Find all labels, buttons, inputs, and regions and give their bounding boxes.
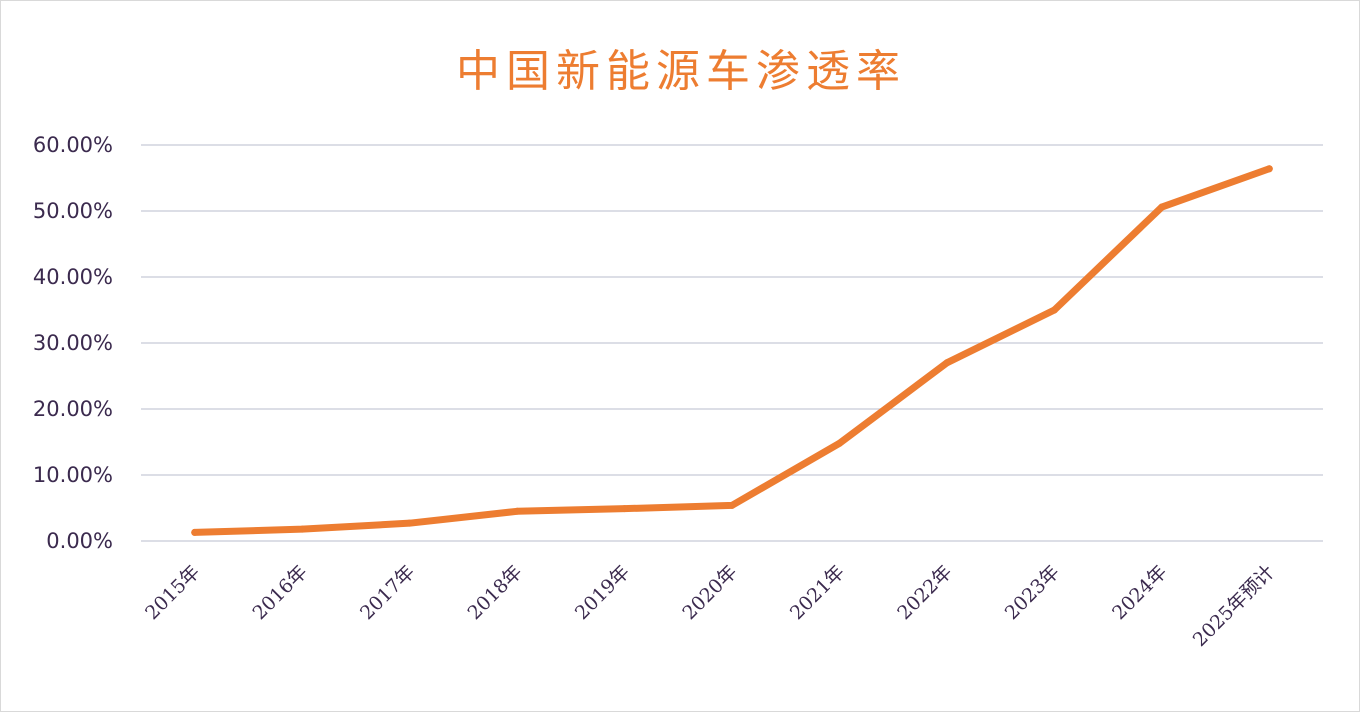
x-tick-label: 2017年 <box>356 561 419 624</box>
data-point <box>406 519 414 527</box>
y-tick-label: 30.00% <box>33 331 113 355</box>
data-point <box>621 505 629 513</box>
x-tick-label: 2021年 <box>786 561 849 624</box>
data-point <box>835 439 843 447</box>
x-tick-label: 2024年 <box>1108 561 1171 624</box>
x-tick-label: 2020年 <box>678 561 741 624</box>
series-line <box>191 165 1273 536</box>
x-axis-ticks: 2015年 2016年 2017年 2018年 2019年 2020年 2021年 2022年… <box>141 561 1279 651</box>
data-point <box>1158 203 1166 211</box>
data-point <box>1265 165 1273 173</box>
data-point <box>1050 306 1058 314</box>
x-tick-label: 2023年 <box>1001 561 1064 624</box>
y-tick-label: 40.00% <box>33 265 113 289</box>
y-tick-label: 20.00% <box>33 397 113 421</box>
y-axis-ticks: 0.00% 10.00% 20.00% 30.00% 40.00% 50.00% 60.00… <box>33 133 113 553</box>
y-tick-label: 60.00% <box>33 133 113 157</box>
data-point <box>513 507 521 515</box>
x-tick-label: 2025年预计 <box>1189 561 1279 651</box>
data-point <box>728 501 736 509</box>
data-point <box>298 525 306 533</box>
y-tick-label: 50.00% <box>33 199 113 223</box>
chart-title: 中国新能源车渗透率 <box>456 46 906 97</box>
x-tick-label: 2022年 <box>893 561 956 624</box>
data-point <box>191 528 199 536</box>
data-point <box>943 359 951 367</box>
x-tick-label: 2016年 <box>249 561 312 624</box>
series-layer <box>191 165 1273 536</box>
y-tick-label: 0.00% <box>46 529 113 553</box>
x-tick-label: 2019年 <box>571 561 634 624</box>
x-tick-label: 2018年 <box>463 561 526 624</box>
x-tick-label: 2015年 <box>141 561 204 624</box>
gridlines <box>141 144 1323 542</box>
y-tick-label: 10.00% <box>33 463 113 487</box>
